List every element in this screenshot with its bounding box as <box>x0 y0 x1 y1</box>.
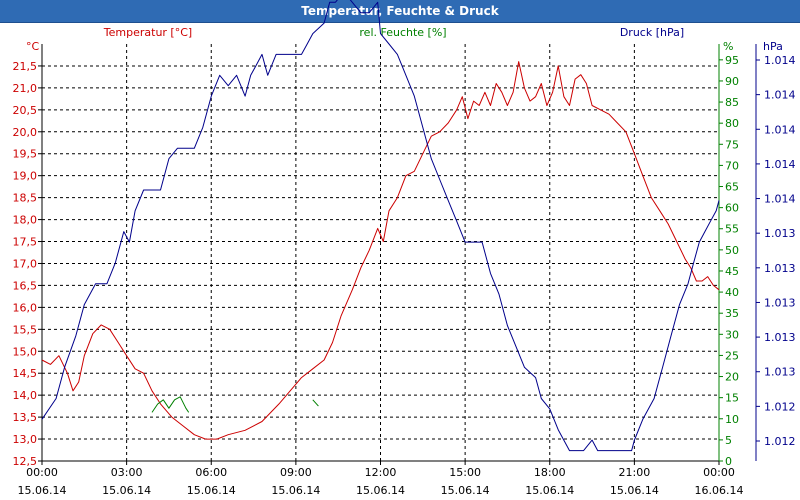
humidity-tick-label: 50 <box>725 244 739 257</box>
pressure-tick-label: 1.012 <box>764 400 796 413</box>
pressure-tick-label: 1.012 <box>764 435 796 448</box>
humidity-tick-label: 25 <box>725 349 739 362</box>
temp-tick-label: 19,0 <box>13 170 38 183</box>
temp-axis-title: Temperatur [°C] <box>103 26 192 39</box>
temp-tick-label: 13,0 <box>13 433 38 446</box>
humidity-tick-label: 40 <box>725 286 739 299</box>
temp-tick-label: 18,5 <box>13 192 38 205</box>
pressure-tick-label: 1.014 <box>764 123 796 136</box>
x-tick-time: 03:00 <box>111 466 143 479</box>
humidity-unit-label: % <box>723 40 733 53</box>
pressure-tick-label: 1.014 <box>764 193 796 206</box>
x-tick-date: 15.06.14 <box>18 484 67 497</box>
temp-unit-label: °C <box>26 40 40 53</box>
x-tick-date: 15.06.14 <box>356 484 405 497</box>
humidity-axis-title: rel. Feuchte [%] <box>359 26 446 39</box>
x-tick-time: 00:00 <box>26 466 58 479</box>
temp-tick-label: 18,0 <box>13 214 38 227</box>
x-tick-date: 15.06.14 <box>102 484 151 497</box>
series-line-humidity <box>312 399 319 407</box>
x-tick-date: 15.06.14 <box>525 484 574 497</box>
humidity-tick-label: 10 <box>725 413 739 426</box>
temp-tick-label: 13,5 <box>13 411 38 424</box>
chart-title: Temperatur, Feuchte & Druck <box>0 0 800 23</box>
humidity-tick-label: 20 <box>725 371 739 384</box>
pressure-unit-label: hPa <box>763 40 783 53</box>
temp-tick-label: 17,5 <box>13 236 38 249</box>
humidity-tick-label: 90 <box>725 75 739 88</box>
temp-tick-label: 17,0 <box>13 257 38 270</box>
series-line-humidity <box>151 396 190 413</box>
x-tick-time: 12:00 <box>365 466 397 479</box>
pressure-tick-label: 1.014 <box>764 158 796 171</box>
humidity-tick-label: 45 <box>725 265 739 278</box>
series-line-pressure <box>41 0 720 452</box>
x-tick-time: 00:00 <box>703 466 735 479</box>
pressure-tick-label: 1.013 <box>764 331 796 344</box>
x-tick-time: 18:00 <box>534 466 566 479</box>
x-tick-time: 21:00 <box>619 466 651 479</box>
humidity-tick-label: 0 <box>725 455 732 468</box>
humidity-tick-label: 85 <box>725 96 739 109</box>
pressure-tick-label: 1.013 <box>764 366 796 379</box>
temp-tick-label: 16,5 <box>13 279 38 292</box>
pressure-tick-label: 1.013 <box>764 262 796 275</box>
humidity-tick-label: 95 <box>725 54 739 67</box>
humidity-tick-label: 35 <box>725 307 739 320</box>
humidity-tick-label: 60 <box>725 202 739 215</box>
humidity-tick-label: 15 <box>725 392 739 405</box>
x-tick-date: 15.06.14 <box>271 484 320 497</box>
pressure-axis-title: Druck [hPa] <box>620 26 684 39</box>
temp-tick-label: 21,0 <box>13 82 38 95</box>
temp-tick-label: 12,5 <box>13 455 38 468</box>
humidity-tick-label: 5 <box>725 434 732 447</box>
temp-tick-label: 21,5 <box>13 60 38 73</box>
temp-tick-label: 15,5 <box>13 323 38 336</box>
pressure-tick-label: 1.014 <box>764 54 796 67</box>
temp-tick-label: 19,5 <box>13 148 38 161</box>
temp-tick-label: 20,0 <box>13 126 38 139</box>
humidity-tick-label: 65 <box>725 181 739 194</box>
series-line-temperature <box>41 61 720 440</box>
humidity-tick-label: 70 <box>725 159 739 172</box>
pressure-tick-label: 1.013 <box>764 227 796 240</box>
humidity-tick-label: 80 <box>725 117 739 130</box>
pressure-tick-label: 1.013 <box>764 296 796 309</box>
temp-tick-label: 15,0 <box>13 345 38 358</box>
humidity-tick-label: 55 <box>725 223 739 236</box>
temp-tick-label: 16,0 <box>13 301 38 314</box>
pressure-tick-label: 1.014 <box>764 89 796 102</box>
temp-tick-label: 14,0 <box>13 389 38 402</box>
humidity-tick-label: 75 <box>725 138 739 151</box>
x-tick-date: 16.06.14 <box>695 484 744 497</box>
x-tick-date: 15.06.14 <box>187 484 236 497</box>
x-tick-date: 15.06.14 <box>441 484 490 497</box>
temp-tick-label: 20,5 <box>13 104 38 117</box>
x-tick-time: 15:00 <box>449 466 481 479</box>
temp-tick-label: 14,5 <box>13 367 38 380</box>
x-tick-time: 09:00 <box>280 466 312 479</box>
x-tick-date: 15.06.14 <box>610 484 659 497</box>
humidity-tick-label: 30 <box>725 328 739 341</box>
x-tick-time: 06:00 <box>195 466 227 479</box>
